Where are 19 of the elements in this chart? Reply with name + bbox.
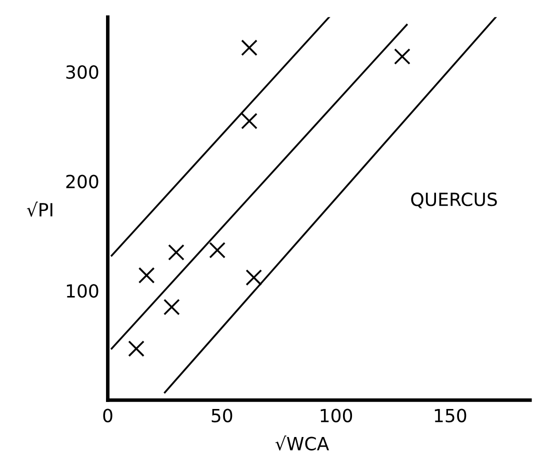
point [394,48,410,65]
x-tick-label: 0 [103,408,112,422]
x-axis-title: √WCA [275,436,330,451]
point [241,40,258,56]
point [138,267,155,284]
point [128,340,144,357]
y-tick-label: 200 [66,174,98,188]
annotation: QUERCUS [411,192,497,208]
point [168,244,184,261]
point [209,242,226,258]
y-tick-label: 300 [66,65,98,79]
x-tick-label: 100 [320,408,352,422]
x-tick-label: 50 [212,408,232,422]
y-tick-label: 100 [66,284,98,298]
x-tick-label: 150 [434,408,466,422]
y-axis-title: √PI [26,202,52,217]
point [163,298,180,316]
point [246,269,262,286]
point [241,112,258,130]
